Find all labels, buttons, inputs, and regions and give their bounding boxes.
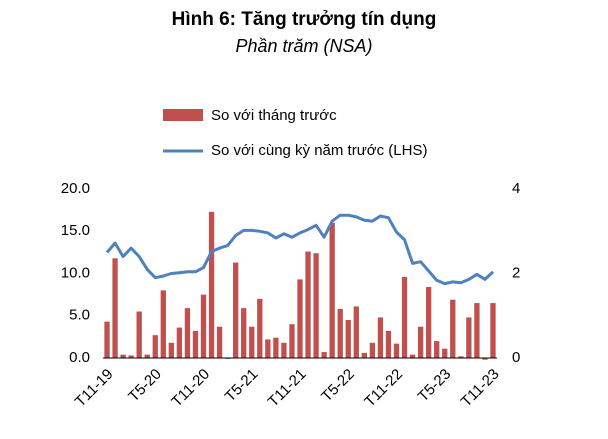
bar: [168, 342, 175, 358]
legend-swatch: [163, 109, 203, 121]
bar: [297, 279, 303, 358]
y2-tick-label: 4: [512, 180, 520, 197]
bar: [345, 319, 351, 358]
x-tick-label: T5-23: [415, 366, 455, 406]
bar: [369, 342, 376, 358]
bar: [144, 354, 150, 358]
bar: [490, 303, 496, 358]
bar: [385, 330, 392, 358]
x-tick-label: T5-21: [222, 366, 262, 406]
x-tick-label: T11-21: [265, 366, 310, 411]
bar: [241, 308, 247, 358]
y-tick-label: 0.0: [69, 349, 90, 366]
legend-label: So với tháng trước: [211, 107, 337, 124]
bar: [176, 327, 183, 358]
bar: [377, 317, 384, 358]
bar: [482, 358, 488, 360]
bar: [425, 287, 432, 358]
bar: [257, 298, 263, 358]
legend: So với tháng trước So với cùng kỳ năm tr…: [163, 107, 427, 159]
bar: [434, 341, 440, 358]
bar: [442, 348, 448, 358]
bar: [321, 352, 327, 358]
bar: [128, 355, 134, 358]
line: [105, 213, 495, 286]
bar: [273, 337, 279, 358]
bar: [353, 306, 359, 358]
x-tick-label: T5-22: [318, 366, 358, 406]
bar: [208, 211, 215, 358]
bar: [200, 294, 207, 358]
x-tick-label: T11-23: [458, 366, 503, 411]
bar: [136, 311, 142, 358]
bar: [160, 290, 166, 358]
bar: [393, 343, 400, 358]
x-tick-label: T11-20: [168, 366, 213, 411]
bar: [233, 262, 239, 358]
y-tick-label: 5.0: [69, 307, 90, 324]
bar: [184, 308, 191, 358]
bar: [104, 321, 110, 358]
y2-tick-label: 0: [512, 349, 520, 366]
bar: [152, 335, 158, 358]
bar: [458, 356, 464, 358]
bar: [409, 354, 416, 358]
bar: [450, 299, 456, 358]
x-tick-label: T11-22: [361, 366, 406, 411]
bar: [337, 308, 343, 358]
chart-subtitle: Phần trăm (NSA): [235, 36, 372, 56]
bar: [305, 251, 311, 358]
bar: [216, 326, 223, 358]
bar: [281, 342, 287, 358]
bar: [417, 326, 424, 358]
x-tick-label: T5-20: [125, 366, 165, 406]
bar: [192, 330, 199, 358]
bar: [112, 258, 118, 358]
y-tick-label: 20.0: [61, 180, 90, 197]
bar: [361, 352, 367, 358]
bar: [249, 326, 255, 358]
chart-title: Hình 6: Tăng trưởng tín dụng: [172, 9, 437, 30]
y2-tick-label: 2: [512, 264, 520, 281]
y-tick-label: 10.0: [61, 264, 90, 281]
y-tick-label: 15.0: [61, 222, 90, 239]
bar: [120, 354, 126, 358]
bar: [289, 324, 295, 358]
x-tick-label: T11-19: [72, 366, 117, 411]
bar: [329, 222, 335, 358]
bar: [466, 317, 472, 358]
bar: [401, 276, 408, 358]
bar: [313, 253, 319, 358]
bar: [474, 303, 480, 358]
legend-label: So với cùng kỳ năm trước (LHS): [211, 142, 427, 159]
bar: [265, 339, 271, 358]
